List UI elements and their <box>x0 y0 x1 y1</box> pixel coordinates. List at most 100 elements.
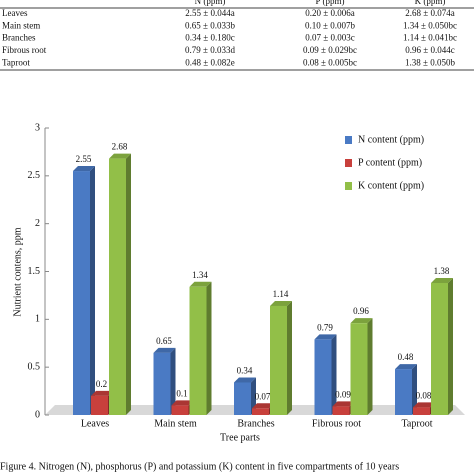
bar-side <box>126 153 131 415</box>
bar-top <box>431 277 453 283</box>
x-tick-label: Taproot <box>402 418 433 429</box>
table-cell: Fibrous root <box>2 45 47 55</box>
table-cell: 0.09 ± 0.029bc <box>303 45 357 55</box>
bar-side <box>412 364 417 415</box>
table-header: N (ppm) <box>195 0 226 6</box>
bar-top <box>91 390 113 396</box>
table-cell: 0.10 ± 0.007b <box>305 20 355 30</box>
legend-swatch <box>345 182 352 190</box>
x-tick-label: Leaves <box>81 418 109 429</box>
data-label: 1.34 <box>192 270 208 280</box>
legend-swatch <box>345 136 352 144</box>
legend-swatch <box>345 159 352 167</box>
y-tick-label: 0 <box>35 409 40 420</box>
bar <box>395 369 412 415</box>
bar <box>189 286 207 415</box>
data-label: 1.38 <box>434 266 450 276</box>
table-cell: Main stem <box>2 20 40 30</box>
table-cell: Leaves <box>2 8 28 18</box>
bar <box>431 282 448 415</box>
caption: Figure 4. Nitrogen (N), phosphorus (P) a… <box>0 461 399 472</box>
table-cell: 0.79 ± 0.033d <box>185 45 235 55</box>
bar-side <box>90 166 95 415</box>
bar-side <box>287 300 292 415</box>
y-tick-label: 2 <box>35 218 40 229</box>
data-label: 0.2 <box>96 379 107 389</box>
bar <box>252 408 269 415</box>
data-label: 0.08 <box>416 390 432 400</box>
table-header: K (ppm) <box>415 0 446 6</box>
bar <box>413 407 430 415</box>
bar-top <box>314 334 337 340</box>
bar-top <box>234 377 256 383</box>
bar-top <box>73 166 95 172</box>
bar-side <box>331 334 337 415</box>
data-label: 0.07 <box>255 391 271 401</box>
bar-top <box>350 318 373 324</box>
data-label: 0.09 <box>335 389 351 399</box>
bar-top <box>395 364 417 370</box>
table-cell: 0.34 ± 0.180c <box>185 33 234 43</box>
bar <box>332 406 350 415</box>
bar-side <box>367 318 373 415</box>
y-tick-label: 1.5 <box>28 266 41 277</box>
bar-top <box>270 300 292 306</box>
bar <box>234 382 251 415</box>
table-cell: 1.38 ± 0.050b <box>405 57 455 67</box>
data-label: 2.68 <box>112 142 128 152</box>
table-cell: 2.68 ± 0.074a <box>405 8 454 18</box>
bar-top <box>153 347 176 353</box>
bar <box>314 339 332 415</box>
table-cell: 1.34 ± 0.050bc <box>403 20 457 30</box>
bar <box>91 395 108 415</box>
y-tick-label: 2.5 <box>28 170 41 181</box>
bar <box>153 352 171 415</box>
legend-label: K content (ppm) <box>358 180 424 191</box>
y-tick-label: 1 <box>35 314 40 325</box>
table-cell: Branches <box>2 33 36 43</box>
bar-top <box>413 402 435 408</box>
bar-top <box>109 153 131 159</box>
bar <box>350 323 368 415</box>
y-tick-label: 0.5 <box>28 361 41 372</box>
data-label: 0.34 <box>237 366 253 376</box>
bar-side <box>170 347 176 415</box>
table-cell: 0.65 ± 0.033b <box>185 20 235 30</box>
legend-label: N content (ppm) <box>358 134 424 145</box>
table-cell: 0.48 ± 0.082e <box>185 57 234 67</box>
bar-side <box>206 281 212 415</box>
y-axis-label: Nutrient contens, ppm <box>12 227 23 316</box>
table-cell: Taproot <box>2 57 30 67</box>
table-cell: 2.55 ± 0.044a <box>185 8 234 18</box>
table-cell: 0.08 ± 0.005bc <box>303 57 357 67</box>
data-label: 0.1 <box>176 388 187 398</box>
data-label: 0.65 <box>156 336 172 346</box>
bar <box>109 158 126 415</box>
table-cell: 1.14 ± 0.041bc <box>403 33 457 43</box>
bar-top <box>171 400 194 406</box>
x-tick-label: Branches <box>237 418 274 429</box>
x-tick-label: Fibrous root <box>312 418 361 429</box>
data-label: 0.79 <box>317 322 333 332</box>
table-cell: 0.07 ± 0.003c <box>305 33 354 43</box>
bar-top <box>332 401 355 407</box>
bar <box>171 405 189 415</box>
bar <box>270 305 287 415</box>
y-tick-label: 3 <box>35 122 40 133</box>
data-label: 0.96 <box>353 306 369 316</box>
bar-side <box>448 277 453 415</box>
bar-top <box>189 281 212 287</box>
table-header: P (ppm) <box>316 0 345 6</box>
bar-top <box>252 403 274 409</box>
table-cell: 0.20 ± 0.006a <box>305 8 354 18</box>
x-axis-label: Tree parts <box>220 432 260 443</box>
data-label: 0.48 <box>398 352 414 362</box>
x-tick-label: Main stem <box>154 418 197 429</box>
data-label: 2.55 <box>76 154 92 164</box>
data-label: 1.14 <box>273 289 289 299</box>
legend-label: P content (ppm) <box>358 157 422 168</box>
bar <box>73 171 90 415</box>
table-cell: 0.96 ± 0.044c <box>405 45 454 55</box>
